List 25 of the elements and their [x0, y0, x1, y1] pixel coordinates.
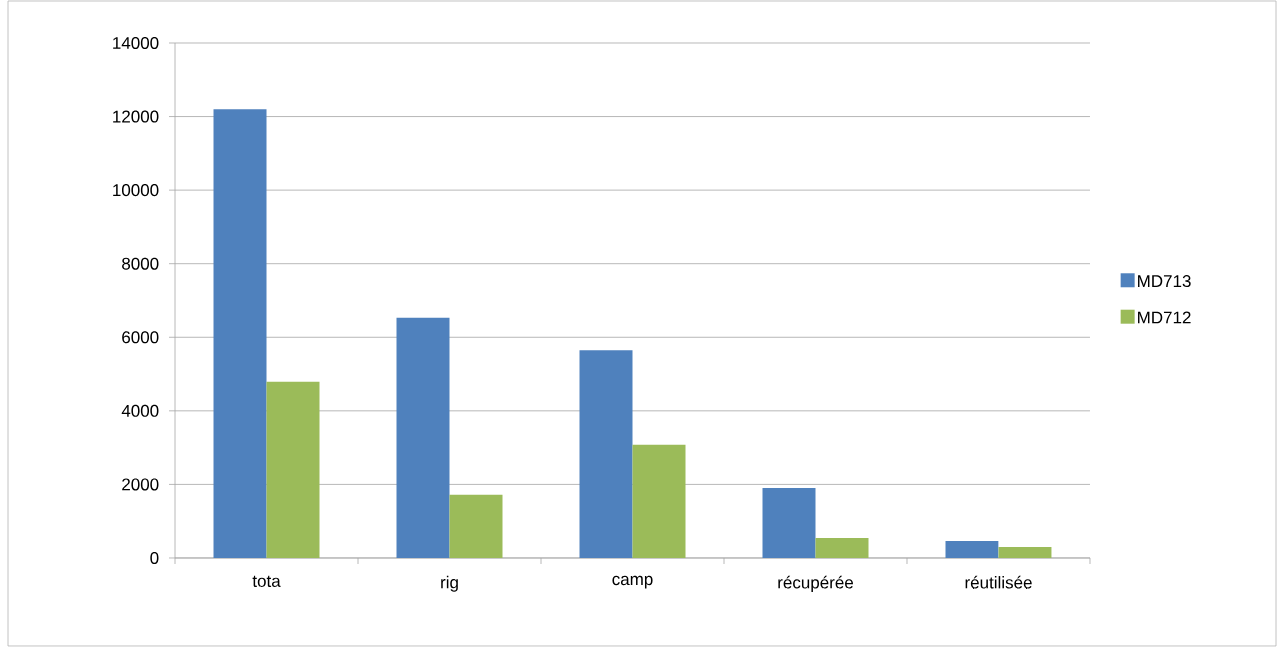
x-tick-label: récupérée [778, 575, 854, 592]
x-tick-label: rig [441, 575, 458, 592]
y-tick-label: 10000 [113, 184, 159, 197]
y-tick-label: 2000 [122, 478, 159, 491]
bar [632, 444, 686, 558]
x-tick-label: camp [612, 575, 653, 589]
y-tick-label: 8000 [122, 257, 159, 270]
bar [266, 381, 320, 558]
bar [449, 494, 503, 558]
x-tick-label: tota [252, 575, 281, 588]
bar [396, 317, 450, 558]
legend-label: MD712 [1138, 311, 1191, 324]
bar [579, 350, 633, 558]
bar [945, 541, 999, 558]
bar [815, 538, 869, 558]
bar [762, 488, 816, 558]
y-tick-label: 4000 [121, 404, 159, 417]
legend-label: MD713 [1138, 275, 1191, 288]
y-tick-label: 0 [150, 551, 159, 565]
y-tick-label: 12000 [113, 110, 159, 123]
bar [213, 109, 267, 558]
x-tick-label: réutilisée [965, 575, 1032, 589]
bar [998, 546, 1052, 558]
y-tick-label: 14000 [113, 36, 159, 50]
y-tick-label: 6000 [122, 331, 159, 344]
